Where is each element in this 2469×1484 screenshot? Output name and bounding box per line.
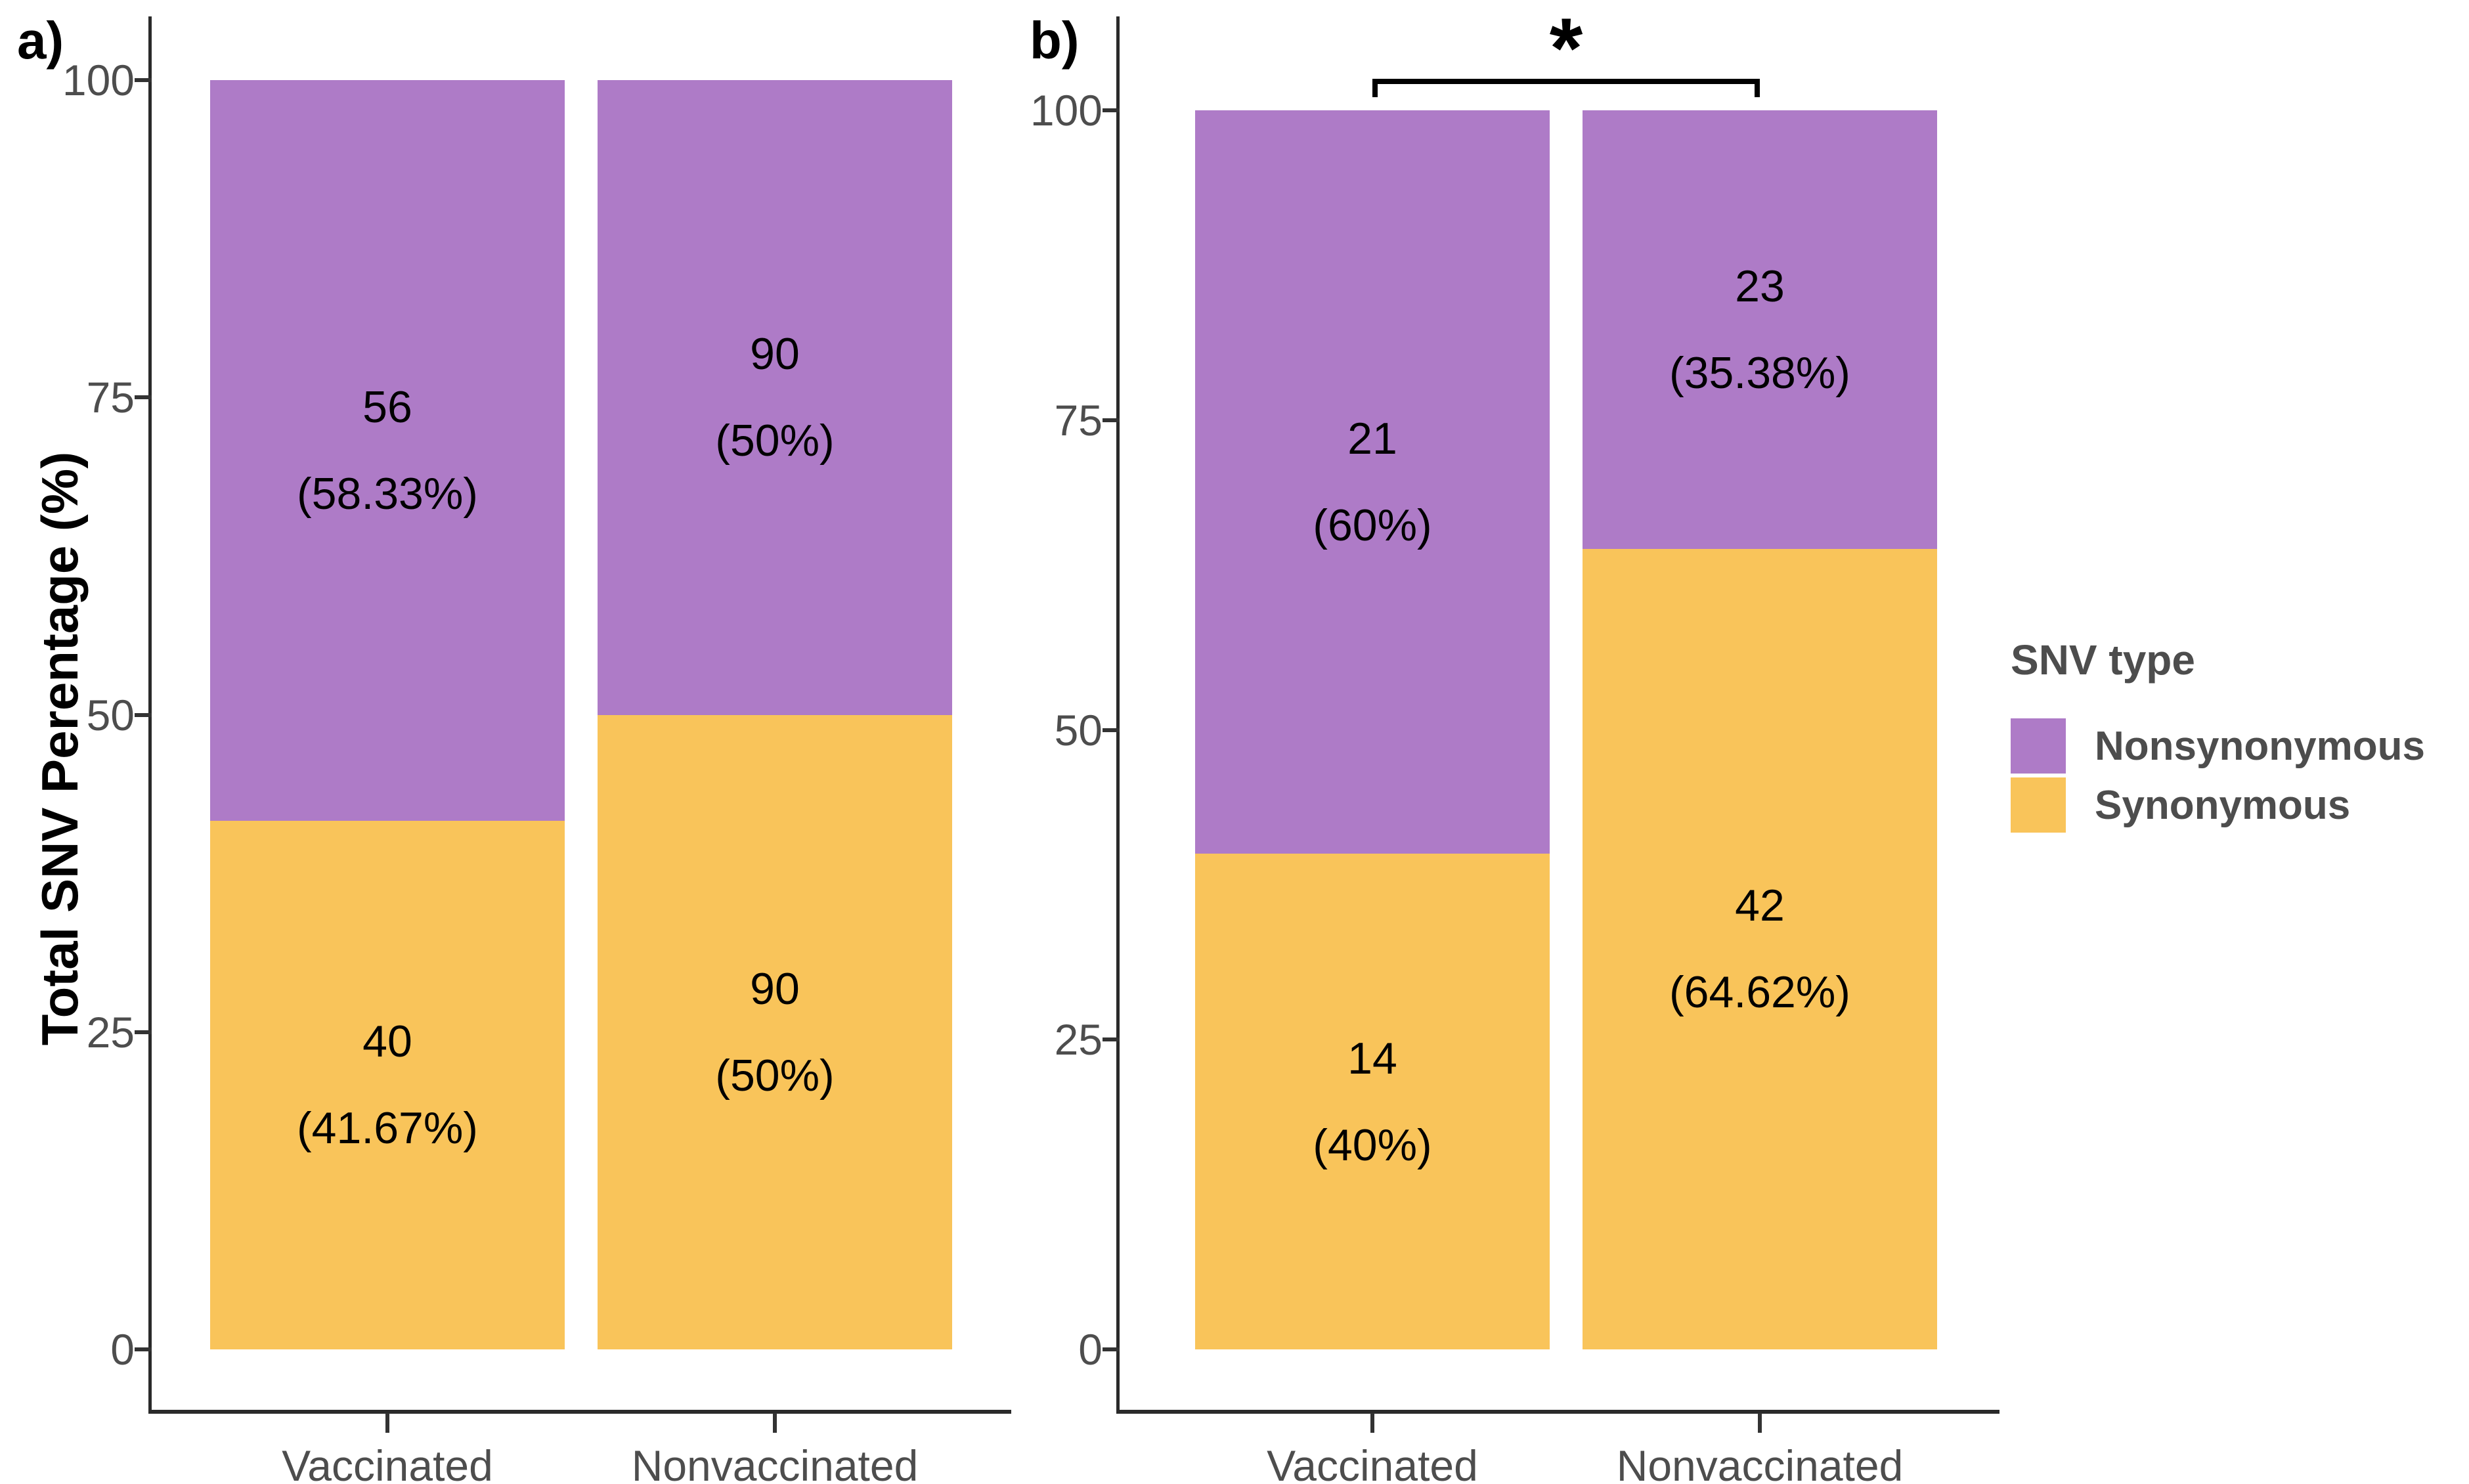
y-tick-label: 50 bbox=[1054, 705, 1103, 754]
y-tick-mark bbox=[135, 1347, 152, 1351]
panel-a-letter: a) bbox=[17, 11, 64, 70]
x-axis-line bbox=[1116, 1410, 1999, 1414]
bar-value-label: 42 bbox=[1735, 881, 1785, 931]
bar-segment-nonsynonymous-vaccinated bbox=[210, 80, 565, 821]
bar-segment-nonsynonymous-vaccinated bbox=[1195, 110, 1550, 854]
bar-value-label: 14 bbox=[1347, 1033, 1397, 1083]
x-tick-mark bbox=[773, 1413, 777, 1433]
bar-value-label: 21 bbox=[1347, 414, 1397, 464]
y-tick-label: 75 bbox=[86, 373, 135, 422]
y-tick-mark bbox=[1103, 1037, 1120, 1042]
y-tick-label: 100 bbox=[62, 56, 135, 104]
legend-swatch-synonymous bbox=[2011, 777, 2066, 833]
x-category-label: Vaccinated bbox=[282, 1441, 493, 1484]
bar-value-label: (64.62%) bbox=[1669, 967, 1850, 1018]
bar-value-label: (40%) bbox=[1313, 1120, 1432, 1170]
bar-segment-nonsynonymous-nonvaccinated bbox=[598, 80, 952, 715]
bar-value-label: (58.33%) bbox=[297, 468, 478, 519]
legend-label-nonsynonymous: Nonsynonymous bbox=[2095, 723, 2425, 769]
y-tick-mark bbox=[135, 78, 152, 82]
bar-value-label: 90 bbox=[750, 329, 800, 380]
legend-title: SNV type bbox=[2011, 636, 2195, 684]
x-category-label: Nonvaccinated bbox=[631, 1441, 919, 1484]
y-tick-mark bbox=[1103, 108, 1120, 112]
y-tick-mark bbox=[1103, 418, 1120, 422]
y-tick-label: 100 bbox=[1030, 86, 1103, 135]
y-tick-mark bbox=[1103, 728, 1120, 732]
bar-segment-synonymous-vaccinated bbox=[1195, 854, 1550, 1349]
bar-segment-synonymous-nonvaccinated bbox=[598, 714, 952, 1349]
x-category-label: Vaccinated bbox=[1267, 1441, 1478, 1484]
bar-segment-nonsynonymous-nonvaccinated bbox=[1583, 110, 1937, 549]
bar-segment-synonymous-vaccinated bbox=[210, 820, 565, 1349]
bar-value-label: (41.67%) bbox=[297, 1103, 478, 1154]
legend-label-synonymous: Synonymous bbox=[2095, 782, 2351, 828]
x-tick-mark bbox=[1758, 1413, 1762, 1433]
x-tick-mark bbox=[385, 1413, 389, 1433]
bar-value-label: (60%) bbox=[1313, 500, 1432, 551]
y-tick-label: 0 bbox=[110, 1325, 135, 1374]
y-tick-mark bbox=[1103, 1347, 1120, 1351]
legend-swatch-nonsynonymous bbox=[2011, 718, 2066, 774]
legend: SNV type Nonsynonymous Synonymous bbox=[2011, 636, 2425, 837]
significance-bracket-right-tick bbox=[1755, 79, 1760, 97]
x-axis-line bbox=[148, 1410, 1011, 1414]
significance-bracket-left-tick bbox=[1372, 79, 1378, 97]
x-category-label: Nonvaccinated bbox=[1616, 1441, 1904, 1484]
y-tick-label: 75 bbox=[1054, 395, 1103, 445]
bar-value-label: (50%) bbox=[715, 416, 835, 466]
panel-b-letter: b) bbox=[1030, 11, 1080, 70]
y-tick-mark bbox=[135, 1030, 152, 1034]
bar-value-label: 56 bbox=[362, 382, 412, 432]
bar-value-label: 90 bbox=[750, 963, 800, 1014]
legend-item-nonsynonymous: Nonsynonymous bbox=[2011, 718, 2425, 774]
y-tick-label: 25 bbox=[1054, 1015, 1103, 1064]
x-tick-mark bbox=[1370, 1413, 1374, 1433]
bar-segment-synonymous-nonvaccinated bbox=[1583, 548, 1937, 1349]
y-tick-label: 0 bbox=[1078, 1325, 1103, 1374]
bar-value-label: 23 bbox=[1735, 261, 1785, 311]
legend-item-synonymous: Synonymous bbox=[2011, 777, 2425, 833]
significance-star: * bbox=[1549, 0, 1583, 96]
significance-bracket bbox=[1372, 79, 1760, 84]
y-axis-line bbox=[1116, 16, 1120, 1413]
y-tick-label: 50 bbox=[86, 690, 135, 739]
y-tick-label: 25 bbox=[86, 1007, 135, 1057]
bar-value-label: (50%) bbox=[715, 1050, 835, 1101]
bar-value-label: 40 bbox=[362, 1016, 412, 1067]
y-tick-mark bbox=[135, 395, 152, 400]
y-tick-mark bbox=[135, 712, 152, 717]
bar-value-label: (35.38%) bbox=[1669, 347, 1850, 398]
